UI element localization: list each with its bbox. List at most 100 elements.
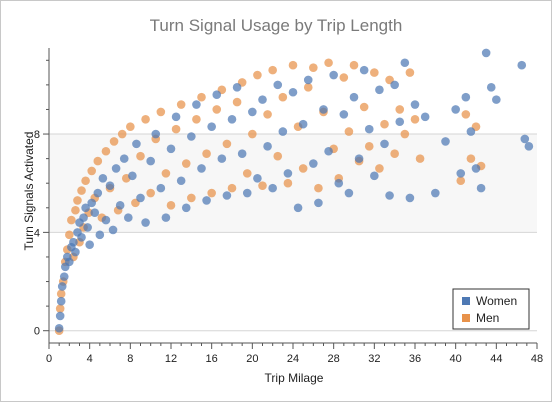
- women-point: [108, 225, 118, 235]
- x-tick-label: 4: [87, 353, 93, 365]
- men-point: [298, 164, 308, 173]
- men-point: [227, 183, 237, 193]
- women-point: [492, 95, 501, 104]
- men-point: [55, 304, 65, 313]
- women-point: [441, 137, 450, 146]
- men-point: [212, 105, 222, 114]
- men-point: [364, 142, 374, 151]
- women-point: [524, 142, 534, 151]
- women-point: [93, 188, 103, 198]
- x-axis-label: Trip Milage: [265, 371, 324, 385]
- men-point: [171, 124, 181, 134]
- men-point: [253, 70, 262, 80]
- women-point: [161, 213, 171, 222]
- women-point: [65, 257, 74, 267]
- x-tick-label: 8: [127, 353, 133, 365]
- men-point: [202, 149, 211, 159]
- men-point: [314, 183, 323, 193]
- men-point: [141, 114, 150, 124]
- x-tick-label: 44: [490, 353, 502, 365]
- women-point: [471, 164, 481, 173]
- x-tick-label: 48: [531, 353, 543, 365]
- women-point: [105, 181, 115, 190]
- women-point: [141, 218, 150, 227]
- men-point: [400, 129, 410, 139]
- men-point: [339, 73, 349, 82]
- x-axis: 0 4 8 12 16 20 24 28 32 36 40 44 48: [46, 342, 543, 365]
- women-point: [395, 117, 405, 127]
- men-point: [405, 68, 415, 77]
- men-point: [156, 107, 166, 117]
- women-point: [111, 164, 121, 173]
- women-point: [486, 83, 496, 92]
- women-point: [166, 144, 176, 154]
- men-point: [263, 110, 272, 119]
- women-point: [237, 149, 247, 159]
- y-tick-label: 4: [34, 227, 40, 239]
- men-point: [380, 119, 389, 129]
- men-point: [81, 176, 90, 186]
- women-point: [192, 100, 201, 109]
- women-point: [248, 107, 257, 117]
- men-point: [232, 97, 242, 107]
- legend-label-men: Men: [476, 311, 499, 325]
- women-point: [405, 193, 415, 203]
- women-point: [207, 122, 216, 131]
- women-point: [187, 132, 196, 141]
- women-point: [101, 215, 111, 225]
- women-point: [303, 75, 313, 85]
- women-point: [466, 127, 476, 136]
- men-point: [67, 215, 76, 225]
- y-axis: 0 4 8: [34, 48, 50, 343]
- men-point: [101, 146, 111, 156]
- women-point: [59, 272, 69, 281]
- men-point: [187, 193, 196, 203]
- men-point: [93, 156, 103, 166]
- women-point: [79, 213, 88, 222]
- women-point: [232, 83, 242, 92]
- men-point: [166, 201, 176, 210]
- women-point: [136, 193, 145, 203]
- women-point: [55, 311, 65, 321]
- women-point: [476, 183, 486, 193]
- women-point: [354, 154, 364, 163]
- women-point: [344, 188, 354, 198]
- men-point: [303, 83, 313, 92]
- women-point: [54, 323, 64, 333]
- men-point: [207, 188, 216, 198]
- men-point: [309, 63, 318, 72]
- women-point: [298, 119, 308, 129]
- men-point: [344, 127, 354, 136]
- women-point: [268, 183, 277, 193]
- men-point: [324, 58, 333, 68]
- women-point: [273, 80, 283, 90]
- women-point: [222, 191, 232, 200]
- grid-lines: [49, 133, 537, 332]
- men-point: [395, 105, 405, 114]
- men-point: [117, 129, 127, 139]
- women-point: [283, 169, 293, 178]
- men-point: [77, 186, 86, 195]
- legend-swatch-women: [462, 297, 470, 305]
- women-point: [197, 164, 206, 173]
- women-point: [132, 139, 141, 149]
- women-point: [364, 124, 374, 134]
- men-point: [109, 137, 119, 146]
- women-point: [119, 154, 129, 163]
- men-point: [87, 166, 96, 176]
- x-tick-label: 32: [368, 353, 380, 365]
- women-point: [81, 203, 90, 213]
- women-point: [57, 282, 67, 291]
- women-point: [171, 112, 181, 122]
- women-point: [56, 296, 66, 306]
- women-point: [400, 58, 410, 68]
- men-point: [73, 196, 82, 205]
- women-point: [115, 201, 125, 210]
- women-point: [83, 223, 92, 232]
- women-point: [77, 232, 86, 242]
- men-point: [192, 114, 201, 124]
- women-point: [385, 191, 394, 200]
- women-point: [151, 129, 161, 139]
- women-point: [71, 247, 80, 257]
